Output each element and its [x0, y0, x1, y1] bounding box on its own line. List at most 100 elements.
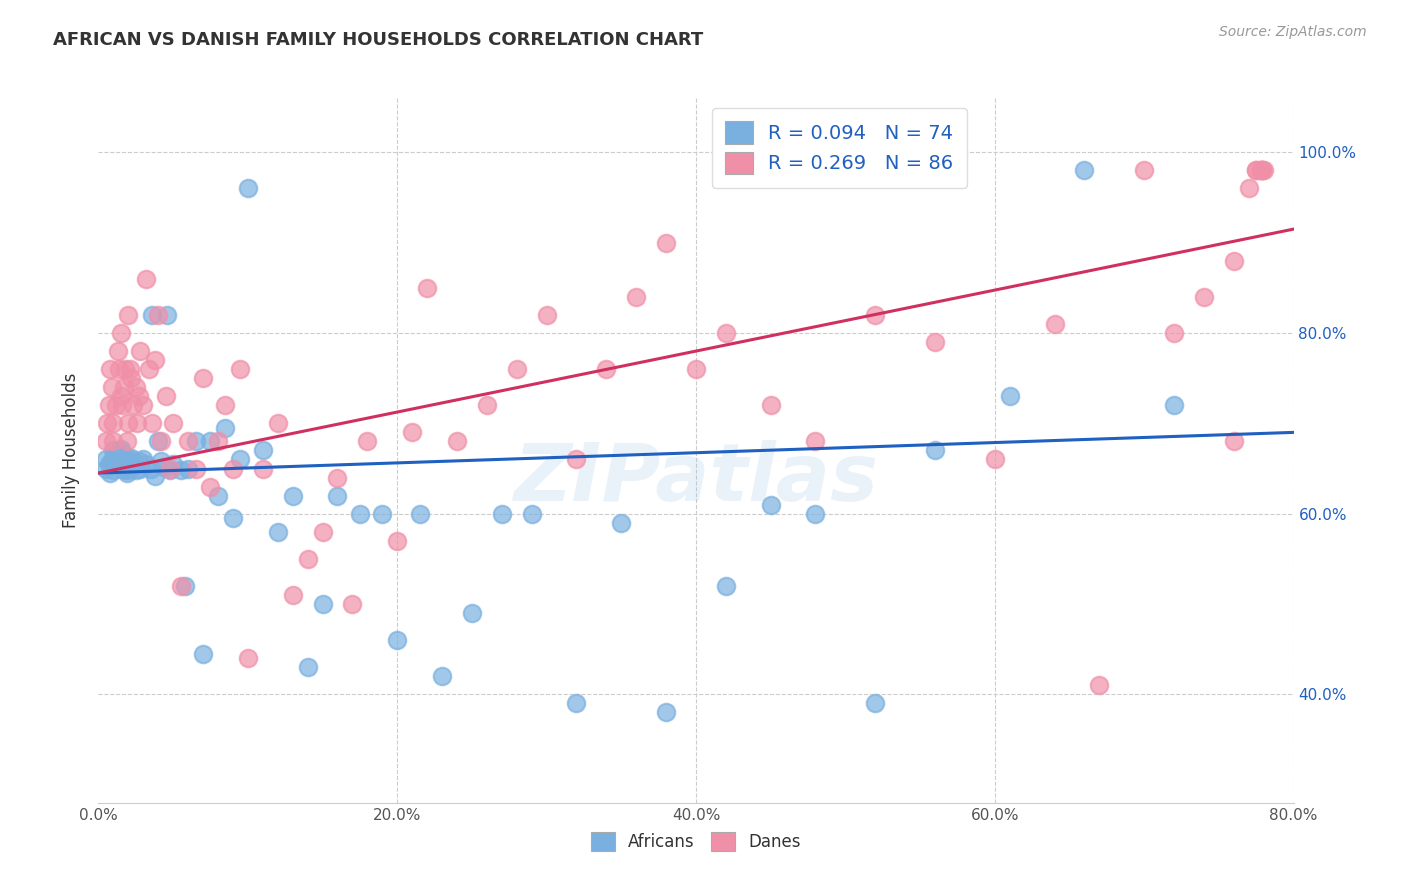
Point [110, 457, 132, 471]
Point [101, 380, 124, 394]
Point [214, 421, 236, 435]
Point [655, 706, 678, 720]
Point [326, 489, 349, 503]
Point [94, 452, 117, 467]
Point [1250, 163, 1272, 178]
Point [207, 489, 229, 503]
Point [281, 588, 304, 602]
Point [150, 454, 173, 468]
Point [118, 362, 141, 376]
Point [565, 697, 588, 711]
Point [326, 470, 349, 484]
Point [103, 417, 125, 431]
Point [626, 290, 648, 304]
Point [236, 181, 259, 195]
Point [342, 597, 364, 611]
Point [184, 434, 207, 449]
Point [865, 308, 887, 322]
Point [135, 272, 157, 286]
Point [112, 380, 135, 394]
Point [595, 362, 617, 376]
Point [108, 362, 131, 376]
Point [1192, 290, 1215, 304]
Point [135, 457, 157, 471]
Point [491, 507, 513, 521]
Point [101, 454, 124, 468]
Point [159, 461, 181, 475]
Point [356, 434, 378, 449]
Point [97, 398, 120, 412]
Point [121, 398, 143, 412]
Point [141, 417, 163, 431]
Point [177, 461, 200, 475]
Point [385, 533, 409, 548]
Point [1223, 434, 1246, 449]
Text: ZIPatlas: ZIPatlas [513, 440, 879, 517]
Point [103, 450, 125, 465]
Point [169, 463, 191, 477]
Point [153, 459, 176, 474]
Point [385, 633, 409, 648]
Point [117, 457, 139, 471]
Point [236, 651, 259, 665]
Point [297, 660, 319, 674]
Point [115, 434, 138, 449]
Point [924, 334, 946, 349]
Point [1223, 253, 1246, 268]
Point [191, 371, 214, 385]
Point [105, 454, 128, 468]
Point [132, 452, 155, 467]
Point [1163, 398, 1185, 412]
Point [114, 362, 136, 376]
Point [148, 308, 170, 322]
Point [94, 461, 117, 475]
Point [108, 452, 131, 467]
Point [714, 579, 737, 593]
Point [174, 579, 197, 593]
Point [128, 389, 150, 403]
Point [129, 344, 152, 359]
Point [924, 443, 946, 458]
Point [984, 452, 1007, 467]
Point [1253, 163, 1275, 178]
Point [156, 308, 179, 322]
Point [103, 463, 125, 477]
Point [1133, 163, 1156, 178]
Point [110, 326, 132, 340]
Point [143, 468, 166, 483]
Point [120, 371, 142, 385]
Point [127, 417, 149, 431]
Point [98, 362, 122, 376]
Point [804, 434, 827, 449]
Point [408, 507, 430, 521]
Point [446, 434, 468, 449]
Point [1251, 163, 1274, 178]
Point [311, 597, 333, 611]
Point [214, 398, 236, 412]
Point [118, 452, 141, 467]
Point [148, 434, 170, 449]
Point [565, 452, 588, 467]
Point [222, 511, 245, 525]
Text: AFRICAN VS DANISH FAMILY HOUSEHOLDS CORRELATION CHART: AFRICAN VS DANISH FAMILY HOUSEHOLDS CORR… [53, 31, 703, 49]
Point [998, 389, 1021, 403]
Point [1251, 163, 1274, 178]
Point [111, 461, 134, 475]
Point [111, 398, 134, 412]
Point [475, 398, 498, 412]
Point [1244, 163, 1267, 178]
Point [162, 417, 184, 431]
Point [1244, 163, 1267, 178]
Point [110, 442, 132, 456]
Point [125, 463, 148, 477]
Point [267, 524, 290, 539]
Point [1163, 326, 1185, 340]
Point [1088, 678, 1111, 692]
Point [1250, 163, 1272, 178]
Point [229, 362, 252, 376]
Point [150, 434, 173, 449]
Point [120, 459, 142, 474]
Point [200, 434, 222, 449]
Point [94, 434, 117, 449]
Point [98, 466, 122, 480]
